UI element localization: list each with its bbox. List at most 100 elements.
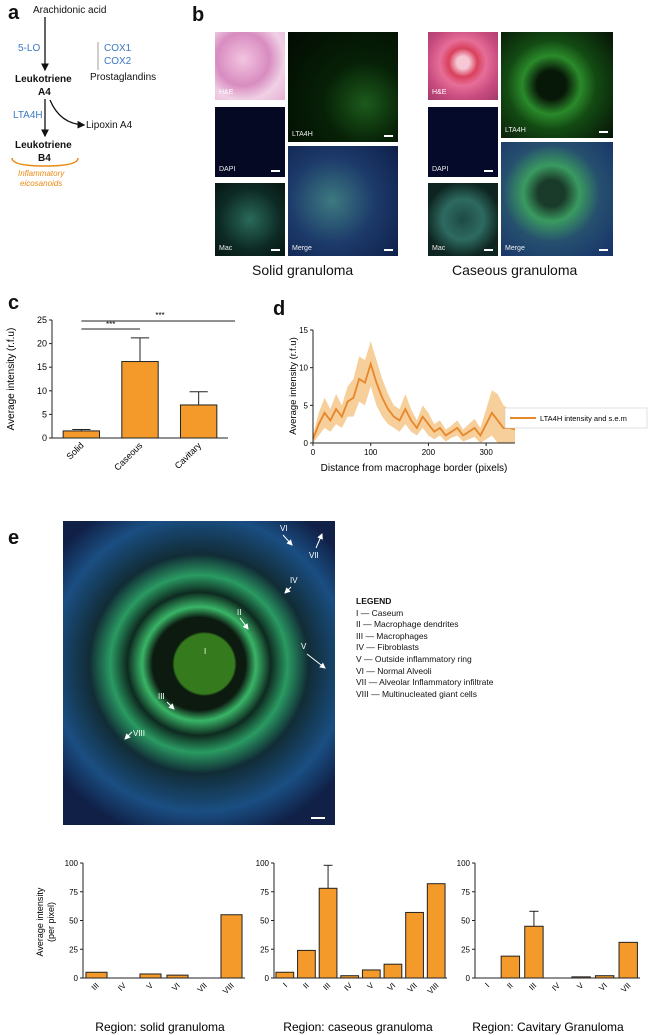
solid-he-tag: H&E <box>219 89 234 96</box>
x-axis-label: Region: Cavitary Granuloma <box>472 1020 624 1034</box>
scale-bar <box>271 170 280 172</box>
y-tick-label: 75 <box>69 888 78 897</box>
bar <box>318 887 338 979</box>
solid-mac-tag: Mac <box>219 245 233 252</box>
scale-bar <box>384 135 393 137</box>
bar <box>139 973 162 979</box>
significance-label: *** <box>106 320 115 329</box>
y-tick-label: 5 <box>304 401 309 410</box>
lipoxin-a4-label: Lipoxin A4 <box>86 120 133 131</box>
caseous-dapi-image: DAPI <box>428 107 498 177</box>
x-tick-label: V <box>145 981 156 992</box>
leukotriene-b4-line1: Leukotriene <box>15 140 72 151</box>
region-VIII-label: VIII <box>133 729 145 738</box>
panel-b-label: b <box>192 4 205 26</box>
x-axis-label: Region: caseous granuloma <box>283 1020 433 1034</box>
x-tick-label: VII <box>196 981 209 994</box>
caseous-granuloma-merge-large-image: I II III IV V VI VII VIII <box>63 521 335 825</box>
x-tick-label: VII <box>406 981 419 994</box>
caseous-merge-tag: Merge <box>505 245 525 252</box>
solid-lta4h-tag: LTA4H <box>292 131 313 138</box>
legend-item: IV — Fibroblasts <box>356 642 419 653</box>
leukotriene-b4-line2: B4 <box>38 153 51 164</box>
region-I-label: I <box>204 647 206 656</box>
lta4h-enzyme-label: LTA4H <box>13 110 43 121</box>
region-II-label: II <box>237 608 241 617</box>
x-tick-label: Solid <box>65 440 86 461</box>
x-axis-label: Distance from macrophage border (pixels) <box>321 463 508 474</box>
solid-mac-image: Mac <box>215 183 285 256</box>
y-axis-label: Average intensity (r.f.u) <box>288 337 299 435</box>
prostaglandins-label: Prostaglandins <box>90 72 157 83</box>
y-tick-label: 25 <box>461 945 470 954</box>
sem-band <box>313 341 515 443</box>
region-VI-label: VI <box>280 524 288 533</box>
x-tick-label: VI <box>597 981 609 993</box>
chart-c-average-intensity: 0 5 10 15 20 25 Solid Caseous Cavitary Average in… <box>6 311 235 473</box>
x-tick-label: VIII <box>426 981 441 996</box>
inflammatory-bracket <box>11 157 79 167</box>
bar <box>618 941 638 979</box>
inflammatory-label-line2: eicosanoids <box>20 179 63 188</box>
y-axis-label-line2: (per pixel) <box>46 902 56 942</box>
y-tick-label: 0 <box>304 439 309 448</box>
leukotriene-a4-line1: Leukotriene <box>15 74 72 85</box>
panel-d-label: d <box>273 298 286 320</box>
bar <box>405 911 424 979</box>
x-tick-label: II <box>505 981 515 991</box>
region-IV-label: IV <box>290 576 298 585</box>
bar <box>571 976 591 979</box>
y-tick-label: 100 <box>65 859 79 868</box>
y-tick-label: 15 <box>299 326 308 335</box>
caseous-he-image: H&E <box>428 32 498 100</box>
bar <box>85 971 108 979</box>
bar <box>524 925 544 979</box>
bar <box>500 955 521 979</box>
caseous-lta4h-tag: LTA4H <box>505 127 526 134</box>
bar <box>275 971 295 979</box>
solid-merge-tag: Merge <box>292 245 312 252</box>
cox1-label: COX1 <box>104 43 132 54</box>
y-tick-label: 25 <box>37 315 47 325</box>
panel-c-label: c <box>8 292 20 314</box>
x-tick-label: III <box>90 981 101 992</box>
caseous-mac-image: Mac <box>428 183 498 256</box>
bar <box>166 974 189 979</box>
x-tick-label: Cavitary <box>173 440 204 471</box>
bar <box>121 361 159 439</box>
y-axis-label: Average intensity (r.f.u) <box>6 328 17 431</box>
x-tick-label: IV <box>342 981 354 993</box>
bar <box>594 975 615 979</box>
y-tick-label: 50 <box>260 917 269 926</box>
x-tick-label: VI <box>386 981 398 993</box>
solid-lta4h-image: LTA4H <box>288 32 398 142</box>
region-annotations: I II III IV V VI VII VIII <box>124 524 326 819</box>
y-tick-label: 100 <box>457 859 471 868</box>
x-tick-label: II <box>301 981 311 991</box>
bar <box>220 914 243 979</box>
legend-item: III — Macrophages <box>356 630 428 641</box>
x-tick-label: 100 <box>364 448 378 457</box>
scale-bar <box>384 249 393 251</box>
pathway-arrows <box>11 17 99 167</box>
bar <box>297 949 316 979</box>
x-tick-label: VII <box>619 981 632 994</box>
intensity-line <box>312 360 516 440</box>
y-tick-label: 100 <box>256 859 270 868</box>
x-tick-label: V <box>366 981 377 992</box>
scale-bar <box>599 249 608 251</box>
bar <box>426 883 446 979</box>
legend-item: V — Outside inflammatory ring <box>356 653 472 664</box>
scale-bar <box>311 817 325 819</box>
y-tick-label: 10 <box>37 386 47 396</box>
x-tick-label: 300 <box>479 448 493 457</box>
solid-he-image: H&E <box>215 32 285 100</box>
scale-bar <box>484 170 493 172</box>
x-tick-label: III <box>527 981 538 992</box>
y-tick-label: 25 <box>260 945 269 954</box>
significance-label: *** <box>155 311 164 320</box>
panel-a-label: a <box>8 2 20 24</box>
legend-item: VIII — Multinucleated giant cells <box>356 688 477 699</box>
